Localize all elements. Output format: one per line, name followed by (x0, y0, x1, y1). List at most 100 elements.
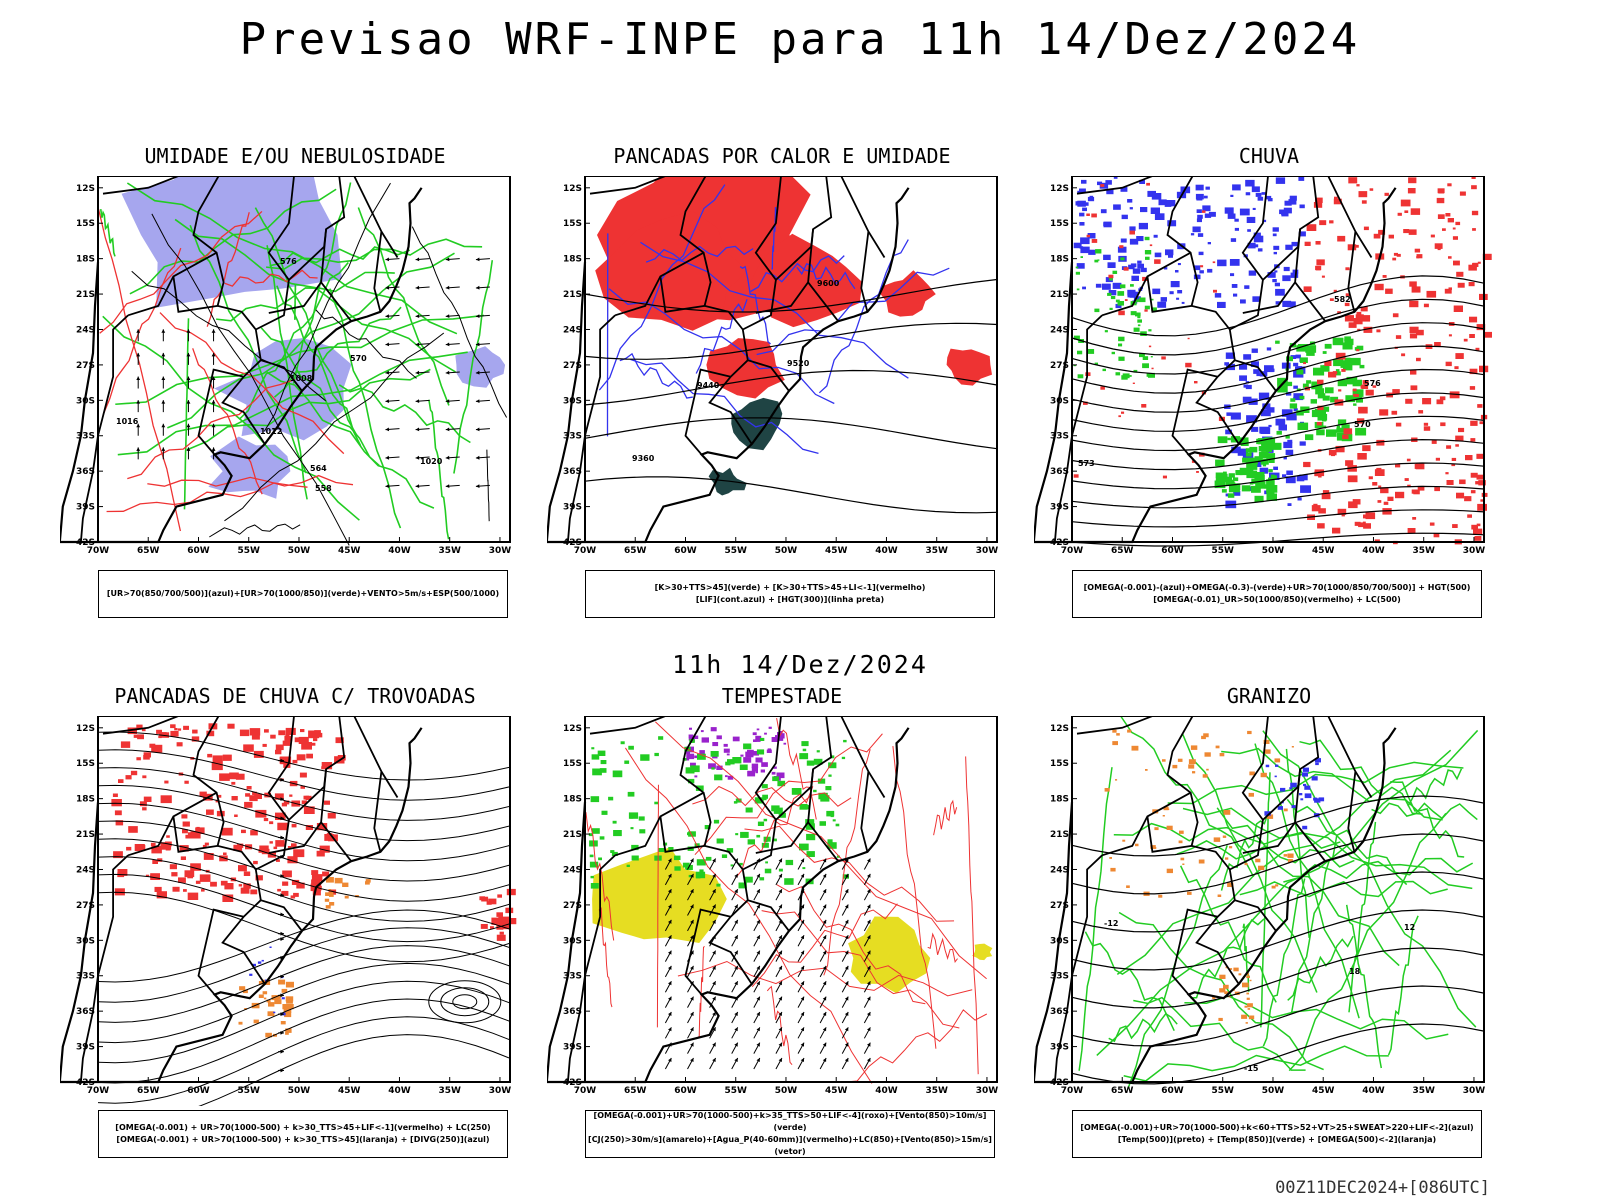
omega-blue (1129, 207, 1133, 210)
hgt500-contour (1071, 322, 1485, 375)
thickness-contour-red (206, 212, 250, 327)
temp850-contour (1239, 880, 1448, 898)
omega500-orange (1287, 853, 1294, 858)
wind-vector-head (136, 329, 141, 333)
omega-blue (1281, 409, 1293, 417)
lon-tick-label: 60W (187, 546, 210, 556)
humidity-contour-green (174, 218, 456, 373)
state-border (102, 176, 179, 195)
thunderstorm-area (145, 874, 150, 877)
contour-label: 18 (1349, 967, 1361, 976)
lon-tick-label: 55W (238, 546, 261, 556)
omega-blue (1230, 273, 1235, 277)
omega-blue (1230, 412, 1241, 420)
lat-tick-label: 15S (563, 219, 582, 229)
omega-blue (1127, 289, 1136, 296)
streamline-arrow-head (280, 931, 284, 936)
lat-tick-label: 15S (1050, 219, 1069, 229)
wind850-green (599, 836, 605, 840)
thickness-contour-red (224, 269, 318, 287)
omega-green (1142, 363, 1149, 369)
panel-title: GRANIZO (1226, 684, 1312, 708)
omega-red (1476, 453, 1484, 459)
omega-green (1254, 456, 1263, 462)
omega-red (1475, 347, 1480, 351)
streamline (97, 945, 511, 1023)
omega-blue (1259, 426, 1269, 434)
omega-red (1360, 315, 1371, 322)
wind-vector-850-head (844, 1011, 849, 1016)
state-border (192, 176, 257, 331)
omega-red (1314, 471, 1321, 477)
wind850-green (763, 818, 768, 822)
thunderstorm-area (269, 841, 273, 844)
omega-red (1411, 286, 1421, 293)
lat-tick-label: 24S (76, 325, 95, 335)
instability-orange (328, 889, 332, 891)
thunderstorm-area (238, 865, 247, 872)
omega-green (1333, 359, 1344, 367)
omega-green (1109, 307, 1113, 310)
wind-vector-850-head (734, 904, 738, 909)
omega-blue (1217, 303, 1221, 306)
omega-green (1266, 487, 1275, 494)
wind-vector-head (385, 370, 390, 375)
severe-purple (710, 727, 717, 732)
temp850-contour (1407, 768, 1463, 807)
omega-blue (1102, 283, 1111, 290)
omega-red (1151, 367, 1154, 370)
thunderstorm-area (311, 879, 321, 886)
lat-tick-label: 24S (76, 865, 95, 875)
lat-tick-label: 27S (563, 901, 582, 911)
moisture-area-ocean (455, 346, 506, 388)
lon-tick-label: 60W (187, 1086, 210, 1096)
state-border (755, 769, 814, 854)
state-border (172, 816, 218, 853)
state-border (741, 869, 790, 932)
contour-label: -12 (1104, 919, 1118, 928)
omega-green (1337, 379, 1347, 387)
omega-blue (1202, 205, 1211, 212)
thunderstorm-area (259, 845, 269, 853)
omega-red (1338, 389, 1342, 392)
omega-red (1395, 491, 1405, 499)
thunderstorm-area (212, 755, 223, 763)
thunderstorm-area (170, 730, 179, 737)
thunderstorm-area (222, 894, 234, 902)
wind-vector-850-head (668, 904, 672, 909)
panel-title: TEMPESTADE (721, 684, 843, 708)
omega-red (1470, 420, 1478, 426)
omega-blue (1272, 227, 1279, 232)
coastline (60, 187, 423, 544)
thunderstorm-area (301, 800, 307, 805)
omega-blue (1269, 368, 1275, 372)
wind-vector-head (475, 399, 480, 403)
divergence-blue (252, 963, 256, 967)
lat-tick-label: 15S (76, 219, 95, 229)
omega-green (1087, 349, 1095, 354)
omega500-orange (1122, 839, 1126, 842)
temp850-contour (1078, 767, 1113, 1071)
omega500-orange (1177, 758, 1183, 762)
wind-vector-head (211, 376, 216, 380)
omega-red (1352, 388, 1357, 392)
omega-blue (1231, 284, 1238, 288)
thunderstorm-area (240, 887, 250, 894)
plot-border (97, 716, 511, 1083)
thunderstorm-area (263, 818, 269, 822)
lon-tick-label: 40W (388, 546, 411, 556)
wind850-green (827, 839, 833, 843)
instability-orange (328, 891, 334, 895)
omega-red (1108, 274, 1114, 279)
wind850-green (841, 756, 846, 760)
vortex (428, 980, 502, 1024)
wind850-green (813, 758, 823, 765)
wind-vector-head (385, 314, 390, 318)
omega500-orange (1258, 865, 1265, 871)
omega-red (1480, 499, 1484, 502)
panel-granizo: GRANIZO -12 -15 12 18 12S 15S 18S 21S 24S 27S 30S 3… (1034, 684, 1504, 1174)
thunderstorm-area (178, 877, 186, 883)
omega-blue (1285, 476, 1296, 484)
omega-blue (1226, 412, 1232, 416)
